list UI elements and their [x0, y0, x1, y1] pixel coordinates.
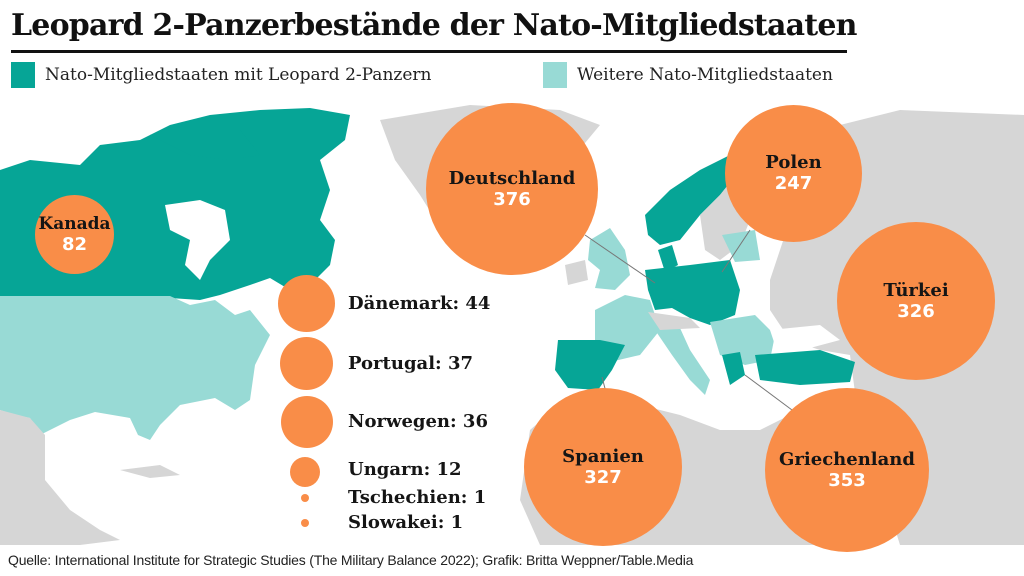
bubble-spanien: Spanien 327 — [524, 388, 682, 546]
italy — [655, 328, 710, 395]
title-underline — [11, 50, 847, 53]
list-item-label: Norwegen: 36 — [348, 411, 488, 432]
bubble-dot — [280, 337, 333, 390]
legend-swatch-other — [543, 62, 567, 88]
bubble-value: 326 — [897, 300, 935, 322]
bubble-country: Polen — [765, 152, 822, 174]
bubble-griechenland: Griechenland 353 — [765, 388, 929, 552]
bubble-value: 247 — [774, 173, 813, 195]
iberia — [555, 340, 625, 390]
uk — [588, 228, 630, 290]
ireland — [565, 260, 588, 285]
central-europe — [645, 260, 740, 325]
baltics — [722, 230, 760, 262]
legend-swatch-leopard — [11, 62, 35, 88]
mexico — [0, 410, 120, 545]
austria-swiss — [648, 312, 700, 330]
bubble-value: 376 — [493, 188, 531, 210]
bubble-value: 327 — [584, 466, 622, 488]
greece — [722, 352, 745, 385]
denmark — [658, 245, 678, 272]
bubble-polen: Polen 247 — [725, 105, 862, 242]
legend-label: Nato-Mitgliedstaaten mit Leopard 2-Panze… — [45, 65, 432, 85]
bubble-dot — [301, 494, 309, 502]
chart-title: Leopard 2-Panzerbestände der Nato-Mitgli… — [11, 8, 857, 43]
legend-label: Weitere Nato-Mitgliedstaaten — [577, 65, 833, 85]
list-item-label: Portugal: 37 — [348, 353, 473, 374]
list-item-label: Dänemark: 44 — [348, 293, 491, 314]
bubble-country: Kanada — [38, 213, 111, 234]
norway — [645, 155, 740, 245]
bubble-dot — [290, 457, 320, 487]
bubble-dot — [301, 519, 309, 527]
bubble-dot — [281, 396, 333, 448]
balkans — [710, 315, 775, 365]
source-credit: Quelle: International Institute for Stra… — [8, 552, 694, 568]
bubble-value: 353 — [828, 469, 866, 491]
bubble-kanada: Kanada 82 — [35, 195, 114, 274]
bubble-value: 82 — [61, 233, 88, 255]
list-item-label: Ungarn: 12 — [348, 459, 462, 480]
legend-item-other-members: Weitere Nato-Mitgliedstaaten — [543, 62, 833, 88]
bubble-country: Deutschland — [448, 167, 576, 189]
bubble-country: Spanien — [562, 445, 644, 467]
list-item-label: Tschechien: 1 — [348, 487, 487, 508]
bubble-deutschland: Deutschland 376 — [426, 103, 598, 275]
bubble-tuerkei: Türkei 326 — [837, 222, 995, 380]
bubble-country: Griechenland — [779, 448, 915, 470]
bubble-country: Türkei — [883, 279, 949, 301]
usa — [0, 296, 270, 440]
legend-item-leopard-members: Nato-Mitgliedstaaten mit Leopard 2-Panze… — [11, 62, 431, 88]
list-item-label: Slowakei: 1 — [348, 512, 464, 533]
bubble-dot — [278, 275, 335, 332]
turkey — [755, 350, 855, 385]
